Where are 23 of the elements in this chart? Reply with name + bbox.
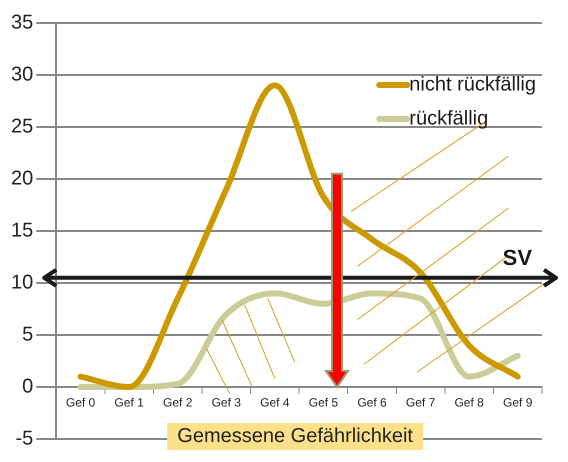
y-tick-label: 30 [10, 64, 34, 86]
ref-line-label: SV [502, 244, 532, 270]
x-axis-title: Gemessene Gefährlichkeit [167, 423, 423, 450]
y-tick-label: 35 [10, 12, 34, 34]
x-tick-label: Gef 8 [454, 396, 484, 410]
x-tick-label: Gef 4 [260, 396, 290, 410]
x-tick-label: Gef 2 [163, 396, 193, 410]
y-tick-label: 15 [10, 220, 34, 242]
x-tick-label: Gef 1 [114, 396, 144, 410]
y-tick-label: 25 [10, 116, 34, 138]
legend-label: rückfällig [409, 108, 488, 130]
x-tick-label: Gef 0 [66, 396, 96, 410]
legend-label: nicht rückfällig [409, 74, 536, 96]
y-tick-label: -5 [15, 428, 34, 450]
x-tick-label: Gef 7 [406, 396, 436, 410]
y-tick-label: 5 [22, 324, 34, 346]
y-tick-label: 20 [10, 168, 34, 190]
x-tick-label: Gef 3 [212, 396, 242, 410]
y-tick-label: 0 [22, 376, 34, 398]
y-tick-label: 10 [10, 272, 34, 294]
x-tick-label: Gef 6 [357, 396, 387, 410]
x-tick-label: Gef 5 [308, 396, 338, 410]
x-tick-label: Gef 9 [503, 396, 533, 410]
